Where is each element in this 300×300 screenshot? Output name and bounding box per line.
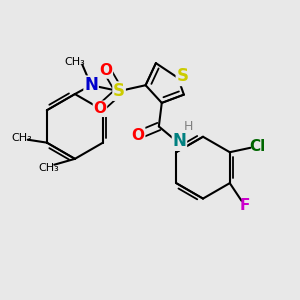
Text: N: N (172, 132, 186, 150)
Text: CH₃: CH₃ (64, 57, 85, 67)
Text: O: O (99, 63, 112, 78)
Text: S: S (176, 68, 188, 85)
Text: CH₃: CH₃ (11, 133, 32, 143)
Text: Cl: Cl (250, 139, 266, 154)
Text: F: F (239, 198, 250, 213)
Text: CH₃: CH₃ (39, 163, 59, 173)
Text: O: O (132, 128, 145, 143)
Text: S: S (113, 82, 125, 100)
Text: O: O (93, 101, 106, 116)
Text: N: N (84, 76, 98, 94)
Text: H: H (184, 120, 193, 133)
